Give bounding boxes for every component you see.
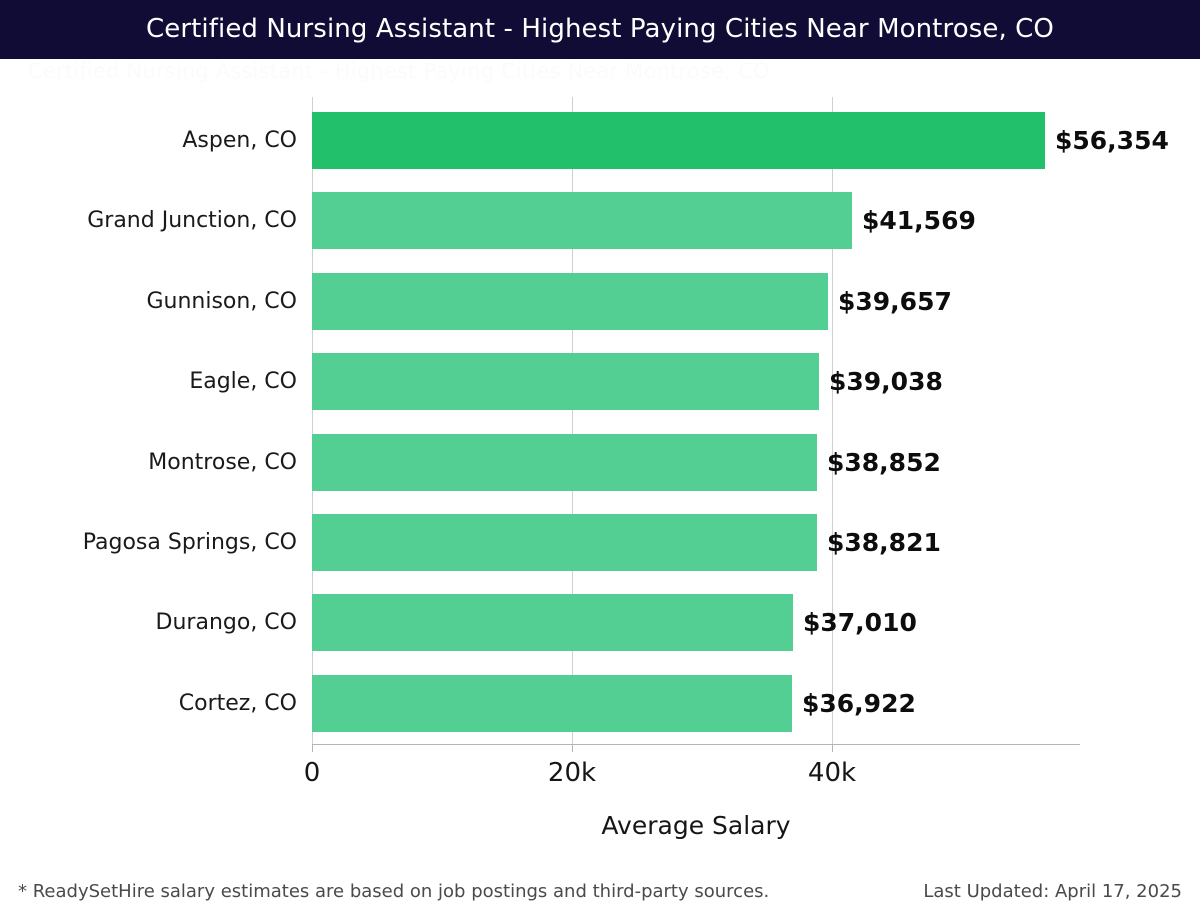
bar-category-label: Durango, CO xyxy=(155,610,297,635)
bar-category-label: Cortez, CO xyxy=(178,691,297,716)
header-watermark: Certified Nursing Assistant - Highest Pa… xyxy=(28,59,770,83)
x-axis-line xyxy=(312,744,1080,745)
bar-row: Grand Junction, CO $41,569 xyxy=(0,192,1200,249)
bar-value-label: $36,922 xyxy=(802,689,916,718)
x-tick-40k xyxy=(832,745,833,752)
bar[interactable] xyxy=(312,112,1045,169)
bar-category-label: Pagosa Springs, CO xyxy=(82,530,297,555)
bar[interactable] xyxy=(312,675,792,732)
bar-category-label: Eagle, CO xyxy=(189,369,297,394)
x-axis-title: Average Salary xyxy=(601,811,791,840)
bar-category-label: Gunnison, CO xyxy=(146,289,297,314)
bar[interactable] xyxy=(312,273,828,330)
footer-disclaimer: * ReadySetHire salary estimates are base… xyxy=(18,881,770,902)
bar-row: Pagosa Springs, CO $38,821 xyxy=(0,514,1200,571)
bar-value-label: $37,010 xyxy=(803,608,917,637)
footer-last-updated: Last Updated: April 17, 2025 xyxy=(923,881,1182,902)
bar-category-label: Aspen, CO xyxy=(182,128,297,153)
bar-value-label: $38,852 xyxy=(827,448,941,477)
bar-category-label: Montrose, CO xyxy=(148,450,297,475)
gridline-0 xyxy=(312,97,313,744)
bar-row: Aspen, CO $56,354 xyxy=(0,112,1200,169)
header-bar: Certified Nursing Assistant - Highest Pa… xyxy=(0,0,1200,59)
bar-category-label: Grand Junction, CO xyxy=(87,208,297,233)
bar[interactable] xyxy=(312,594,793,651)
x-tick-label-20k: 20k xyxy=(547,758,597,788)
bar-row: Durango, CO $37,010 xyxy=(0,594,1200,651)
bar[interactable] xyxy=(312,192,852,249)
page-title: Certified Nursing Assistant - Highest Pa… xyxy=(145,14,1054,44)
x-tick-0 xyxy=(312,745,313,752)
bar-value-label: $56,354 xyxy=(1055,126,1169,155)
bar-value-label: $41,569 xyxy=(862,206,976,235)
bar-row: Eagle, CO $39,038 xyxy=(0,353,1200,410)
bar-row: Montrose, CO $38,852 xyxy=(0,434,1200,491)
gridline-40k xyxy=(832,97,833,744)
bar-row: Gunnison, CO $39,657 xyxy=(0,273,1200,330)
x-tick-label-40k: 40k xyxy=(807,758,857,788)
x-tick-label-0: 0 xyxy=(303,758,321,788)
x-tick-20k xyxy=(572,745,573,752)
bar-value-label: $38,821 xyxy=(827,528,941,557)
bar[interactable] xyxy=(312,434,817,491)
bar[interactable] xyxy=(312,514,817,571)
bar-value-label: $39,657 xyxy=(838,287,952,316)
bar[interactable] xyxy=(312,353,819,410)
bar-row: Cortez, CO $36,922 xyxy=(0,675,1200,732)
bar-value-label: $39,038 xyxy=(829,367,943,396)
bar-rows: Aspen, CO $56,354 Grand Junction, CO $41,56… xyxy=(0,59,1200,920)
gridline-20k xyxy=(572,97,573,744)
chart-plot-area: Aspen, CO $56,354 Grand Junction, CO $41,56… xyxy=(0,59,1200,920)
